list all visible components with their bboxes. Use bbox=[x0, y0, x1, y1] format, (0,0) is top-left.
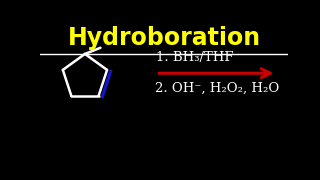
Text: 2. OH⁻, H₂O₂, H₂O: 2. OH⁻, H₂O₂, H₂O bbox=[155, 82, 279, 95]
Text: 1. BH₃/THF: 1. BH₃/THF bbox=[156, 51, 234, 64]
Text: Hydroboration: Hydroboration bbox=[68, 26, 260, 50]
